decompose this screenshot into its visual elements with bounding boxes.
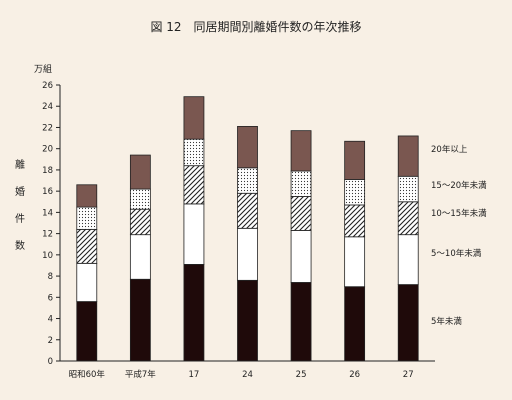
x-tick-label: 平成7年 (125, 369, 156, 380)
bar-segment (76, 262, 98, 302)
y-tick-label: 2 (48, 336, 53, 346)
x-tick-label: 27 (403, 370, 414, 380)
bar-segment (76, 228, 98, 264)
x-axis-ticks: 昭和60年 平成7年 17 24 25 26 27 (69, 369, 414, 380)
bar-segment (129, 278, 151, 362)
y-tick-label: 0 (48, 357, 53, 367)
bar-segment (397, 175, 419, 203)
bar-segment (237, 192, 258, 229)
bar-segment (344, 286, 366, 362)
y-tick-label: 8 (48, 272, 53, 282)
bar-segment (76, 301, 98, 362)
y-tick-label: 4 (48, 315, 53, 325)
bar-segment (183, 138, 205, 167)
bar-segment (397, 135, 419, 177)
bar-segment (129, 154, 151, 190)
bar-segment (183, 96, 205, 140)
bar-segment (344, 236, 366, 288)
legend-label: 10～15年未満 (431, 208, 487, 219)
bar-segment (76, 206, 98, 230)
y-axis-label-char: 婚 (15, 185, 25, 198)
bar-segment (290, 130, 312, 172)
y-tick-label: 16 (42, 187, 53, 197)
bar-segment (183, 165, 205, 205)
y-tick-label: 20 (42, 145, 53, 155)
y-tick-label: 10 (42, 251, 53, 261)
y-tick-label: 12 (42, 230, 53, 240)
legend-label: 15～20年未満 (431, 180, 487, 191)
legend: 5年未満 5～10年未満 10～15年未満 15～20年未満 20年以上 (431, 144, 487, 327)
bar-segment (290, 282, 312, 362)
bar-segment (129, 188, 151, 210)
bar-segment (344, 140, 366, 180)
bars (76, 96, 419, 362)
bar-segment (76, 184, 98, 208)
x-tick-label: 昭和60年 (69, 369, 106, 380)
y-unit-label: 万組 (34, 63, 52, 75)
bar-segment (237, 126, 258, 169)
bar-segment (397, 201, 419, 236)
legend-label: 5年未満 (431, 316, 462, 327)
bar-segment (183, 263, 205, 362)
bar-segment (183, 203, 205, 265)
bar-segment (344, 179, 366, 206)
y-tick-label: 18 (42, 166, 53, 176)
chart-title: 図 12 同居期間別離婚件数の年次推移 (150, 19, 361, 34)
bar-segment (290, 230, 312, 283)
legend-label: 5～10年未満 (431, 248, 482, 259)
legend-label: 20年以上 (431, 144, 468, 155)
bar-segment (237, 227, 258, 281)
bar-segment (290, 196, 312, 231)
y-tick-label: 22 (42, 123, 53, 133)
bar-segment (290, 170, 312, 197)
y-axis-label-char: 離 (15, 158, 25, 171)
bar-segment (237, 279, 258, 362)
x-tick-label: 24 (242, 370, 253, 380)
bar-segment (397, 234, 419, 285)
y-tick-label: 6 (48, 293, 53, 303)
y-axis-label: 離婚件数 (15, 158, 25, 252)
y-tick-label: 26 (42, 81, 53, 91)
y-tick-label: 14 (42, 208, 53, 218)
x-tick-label: 25 (296, 370, 307, 380)
y-axis-label-char: 数 (15, 239, 25, 252)
y-tick-label: 24 (42, 102, 53, 112)
bar-segment (344, 204, 366, 238)
y-axis-label-char: 件 (15, 213, 25, 225)
bar-segment (129, 208, 151, 236)
bar-segment (129, 234, 151, 280)
x-tick-label: 26 (349, 370, 360, 380)
bar-segment (237, 167, 258, 194)
bar-segment (397, 284, 419, 362)
x-tick-label: 17 (189, 370, 200, 380)
